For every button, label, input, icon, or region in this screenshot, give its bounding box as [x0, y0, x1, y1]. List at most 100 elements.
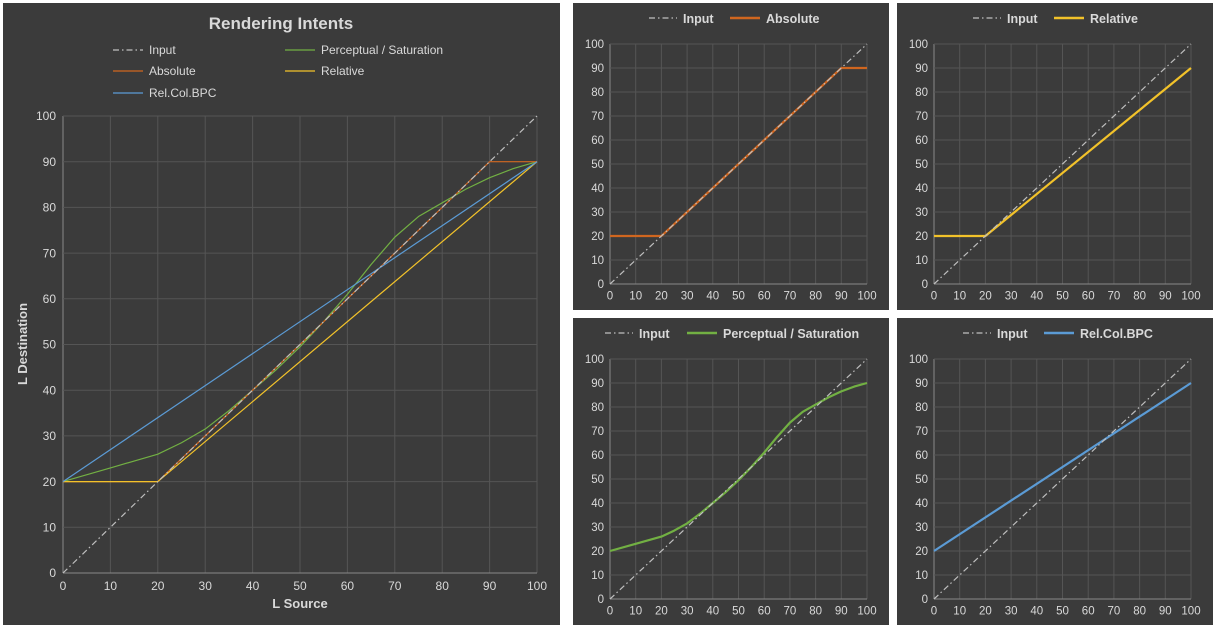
x-tick-label: 10 [629, 291, 642, 303]
series-lines [609, 358, 868, 600]
y-tick-label: 40 [43, 383, 57, 397]
tick-labels: 0 10 20 30 40 50 60 70 80 90 100 0 10 20 30 40 50 60 70 80 9… [909, 354, 1201, 617]
x-tick-label: 80 [809, 291, 822, 303]
x-tick-label: 20 [655, 291, 668, 303]
chart-main: Rendering Intents Input Perceptual / Sat… [15, 14, 547, 611]
y-tick-label: 10 [591, 255, 604, 267]
legend-label-input: Input [149, 43, 176, 57]
x-tick-label: 100 [1181, 291, 1200, 303]
y-tick-label: 60 [591, 450, 604, 462]
x-tick-label: 60 [1082, 291, 1095, 303]
y-tick-label: 50 [43, 338, 57, 352]
legend-label-relative: Relative [1090, 12, 1138, 26]
y-tick-label: 20 [591, 231, 604, 243]
x-tick-label: 60 [1082, 606, 1095, 618]
x-tick-label: 0 [931, 606, 937, 618]
x-tick-label: 100 [527, 579, 547, 593]
series-line-input [933, 358, 1192, 600]
x-tick-label: 10 [629, 606, 642, 618]
y-tick-label: 40 [915, 183, 928, 195]
y-tick-label: 0 [922, 279, 928, 291]
y-tick-label: 100 [585, 354, 604, 366]
y-tick-label: 80 [915, 402, 928, 414]
x-tick-label: 20 [655, 606, 668, 618]
legend: Input Perceptual / Saturation Absolute R… [113, 43, 443, 100]
x-tick-label: 50 [1056, 606, 1069, 618]
x-tick-label: 80 [436, 579, 450, 593]
x-tick-label: 90 [1159, 291, 1172, 303]
y-tick-label: 20 [915, 231, 928, 243]
y-tick-label: 100 [36, 109, 56, 123]
y-tick-label: 100 [909, 354, 928, 366]
series-lines [933, 43, 1192, 285]
x-tick-label: 90 [835, 291, 848, 303]
chart-perceptual: Input Perceptual / Saturation 0 10 20 30 40 5… [585, 327, 877, 618]
y-tick-label: 50 [591, 159, 604, 171]
y-tick-label: 90 [43, 155, 57, 169]
gridlines [933, 358, 1192, 600]
y-tick-label: 80 [43, 201, 57, 215]
x-tick-label: 50 [732, 291, 745, 303]
chart-relative: Input Relative 0 10 20 30 40 50 60 70 80 90 100 0 10… [909, 12, 1201, 303]
y-tick-label: 90 [915, 378, 928, 390]
legend-label-perceptual: Perceptual / Saturation [321, 43, 443, 57]
legend-label-absolute: Absolute [766, 12, 820, 26]
x-tick-label: 20 [979, 606, 992, 618]
chart-panel-relative: Input Relative 0 10 20 30 40 50 60 70 80 90 100 0 10… [897, 3, 1213, 310]
chart-panel-relcolbpc: Input Rel.Col.BPC 0 10 20 30 40 50 60 70 80 90 100… [897, 318, 1213, 625]
y-tick-label: 60 [915, 135, 928, 147]
y-tick-label: 100 [909, 39, 928, 51]
y-tick-label: 70 [43, 246, 57, 260]
series-line-input [609, 43, 868, 285]
x-tick-label: 10 [953, 606, 966, 618]
series-line-relcolbpc [62, 161, 538, 483]
y-tick-label: 50 [915, 474, 928, 486]
y-tick-label: 100 [585, 39, 604, 51]
y-tick-label: 60 [43, 292, 57, 306]
x-tick-label: 60 [758, 606, 771, 618]
y-tick-label: 70 [915, 111, 928, 123]
x-tick-label: 70 [1108, 606, 1121, 618]
x-tick-label: 40 [1030, 291, 1043, 303]
y-tick-label: 80 [915, 87, 928, 99]
legend-label-relcolbpc: Rel.Col.BPC [1080, 327, 1153, 341]
x-tick-label: 60 [758, 291, 771, 303]
x-tick-label: 30 [1005, 291, 1018, 303]
tick-labels: 0 10 20 30 40 50 60 70 80 90 100 0 10 20 30 40 50 60 70 80 9… [909, 39, 1201, 302]
y-tick-label: 20 [43, 475, 57, 489]
x-tick-label: 60 [341, 579, 355, 593]
y-tick-label: 10 [915, 255, 928, 267]
x-tick-label: 50 [732, 606, 745, 618]
x-tick-label: 80 [809, 606, 822, 618]
series-line-input [62, 115, 538, 574]
legend-label-perceptual: Perceptual / Saturation [723, 327, 859, 341]
x-tick-label: 20 [151, 579, 165, 593]
x-tick-label: 90 [835, 606, 848, 618]
legend: Input Relative [973, 12, 1138, 26]
x-tick-label: 80 [1133, 291, 1146, 303]
y-tick-label: 0 [49, 566, 56, 580]
legend: Input Absolute [649, 12, 820, 26]
chart-panel-absolute: Input Absolute 0 10 20 30 40 50 60 70 80 90 100 0 10… [573, 3, 889, 310]
tick-labels: 0 10 20 30 40 50 60 70 80 90 100 0 10 20 30 40 50 60 70 80 9… [585, 354, 877, 617]
x-tick-label: 30 [681, 291, 694, 303]
y-tick-label: 10 [915, 570, 928, 582]
x-tick-label: 50 [1056, 291, 1069, 303]
chart-title: Rendering Intents [209, 14, 354, 33]
series-lines [609, 43, 868, 285]
x-tick-label: 30 [199, 579, 213, 593]
y-tick-label: 50 [591, 474, 604, 486]
y-tick-label: 40 [591, 183, 604, 195]
x-tick-label: 90 [1159, 606, 1172, 618]
legend-label-input: Input [683, 12, 714, 26]
x-tick-label: 20 [979, 291, 992, 303]
series-line-input [933, 43, 1192, 285]
y-tick-label: 70 [591, 426, 604, 438]
x-tick-label: 90 [483, 579, 497, 593]
y-tick-label: 40 [591, 498, 604, 510]
y-tick-label: 60 [591, 135, 604, 147]
y-tick-label: 60 [915, 450, 928, 462]
x-tick-label: 40 [1030, 606, 1043, 618]
gridlines [62, 115, 538, 574]
x-tick-label: 50 [293, 579, 307, 593]
